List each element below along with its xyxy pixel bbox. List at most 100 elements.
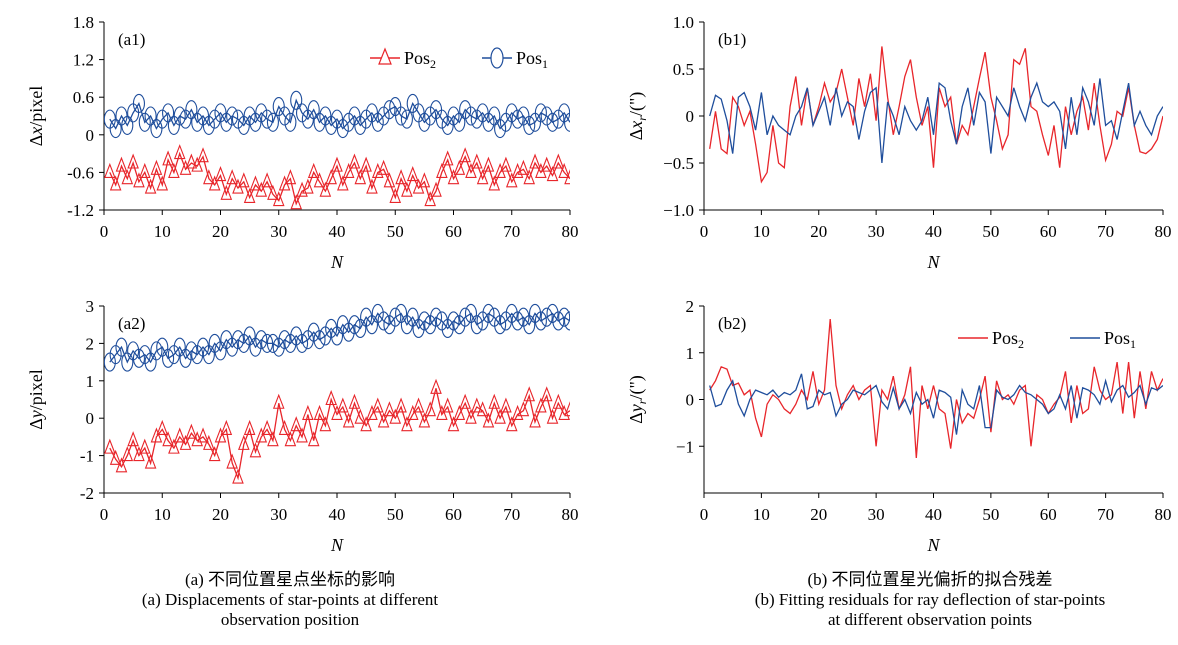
- x-tick-label: 0: [700, 222, 709, 241]
- data-point-circle: [231, 109, 245, 129]
- series-line-pos2: [709, 46, 1163, 184]
- data-point-circle: [558, 307, 570, 327]
- x-axis-label: N: [926, 252, 940, 272]
- data-point-circle: [261, 333, 274, 353]
- data-point-circle: [226, 106, 239, 126]
- data-point-circle: [243, 106, 256, 126]
- data-point-triangle: [360, 416, 372, 432]
- data-point-triangle: [203, 434, 215, 450]
- data-point-triangle: [424, 191, 437, 207]
- data-point-triangle: [267, 184, 279, 200]
- data-point-triangle: [430, 378, 442, 394]
- data-point-circle: [447, 311, 460, 331]
- data-point-triangle: [319, 181, 332, 197]
- data-point-triangle: [290, 416, 303, 432]
- x-tick-label: 80: [562, 505, 579, 524]
- y-tick-label: 0: [86, 409, 95, 428]
- data-point-triangle: [505, 416, 518, 432]
- data-point-triangle: [488, 175, 501, 191]
- x-tick-label: 0: [100, 222, 109, 241]
- data-point-circle: [173, 106, 186, 126]
- data-point-triangle: [307, 431, 320, 447]
- data-point-triangle: [290, 194, 303, 210]
- data-point-triangle: [488, 393, 501, 409]
- y-tick-label: 0: [686, 391, 695, 410]
- series-line-pos1: [709, 373, 1163, 435]
- data-point-triangle: [348, 393, 361, 409]
- data-point-circle: [470, 315, 483, 335]
- data-point-circle: [342, 112, 355, 132]
- data-point-circle: [354, 115, 367, 135]
- data-point-triangle: [465, 408, 477, 424]
- legend: Pos2 Pos1: [958, 328, 1136, 351]
- data-point-triangle: [552, 153, 565, 169]
- data-point-triangle: [109, 175, 122, 191]
- data-point-triangle: [179, 434, 192, 450]
- data-point-circle: [389, 307, 402, 327]
- series-pos1: [709, 78, 1163, 164]
- data-point-triangle: [138, 438, 151, 454]
- data-point-triangle: [208, 446, 221, 462]
- data-point-triangle: [226, 169, 238, 185]
- data-point-triangle: [249, 175, 262, 191]
- x-tick-label: 10: [753, 505, 770, 524]
- data-point-triangle: [197, 427, 209, 443]
- data-point-triangle: [307, 162, 320, 178]
- data-point-triangle: [395, 169, 407, 185]
- data-point-triangle: [214, 166, 227, 182]
- y-tick-label: 1: [686, 344, 695, 363]
- data-point-triangle: [348, 153, 361, 169]
- x-tick-label: 60: [445, 505, 462, 524]
- series-line-pos2: [109, 151, 570, 206]
- x-tick-label: 30: [868, 222, 885, 241]
- legend: Pos2 Pos1: [370, 47, 548, 71]
- data-point-circle: [325, 115, 338, 135]
- data-point-triangle: [127, 431, 139, 447]
- data-point-circle: [336, 118, 349, 139]
- data-point-triangle: [173, 427, 186, 443]
- series-pos2: [104, 378, 570, 484]
- data-point-circle: [138, 112, 151, 132]
- data-point-triangle: [156, 419, 169, 435]
- data-point-triangle: [267, 431, 279, 447]
- data-point-circle: [307, 100, 320, 120]
- data-point-circle: [115, 337, 128, 357]
- data-point-circle: [132, 348, 145, 368]
- data-point-circle: [459, 307, 472, 327]
- data-point-triangle: [150, 427, 163, 443]
- data-point-circle: [162, 348, 175, 368]
- data-point-triangle: [441, 397, 454, 413]
- data-point-circle: [482, 303, 495, 324]
- data-point-triangle: [476, 401, 489, 417]
- data-point-triangle: [319, 416, 332, 432]
- data-point-triangle: [401, 416, 413, 432]
- data-point-triangle: [133, 446, 145, 462]
- data-point-triangle: [296, 427, 308, 443]
- caption-a-chinese: (a) 不同位置星点坐标的影响: [184, 570, 396, 589]
- data-point-triangle: [377, 412, 390, 428]
- data-point-triangle: [476, 169, 489, 185]
- data-point-triangle: [232, 468, 244, 484]
- data-point-circle: [284, 112, 297, 132]
- data-point-triangle: [406, 404, 419, 421]
- data-point-circle: [121, 115, 134, 135]
- data-point-circle: [371, 112, 384, 132]
- data-point-circle: [464, 106, 478, 126]
- data-point-triangle: [436, 162, 448, 178]
- data-point-triangle: [511, 404, 524, 421]
- legend-marker-circle: [490, 47, 504, 69]
- y-tick-label: 0.6: [73, 88, 94, 107]
- data-point-circle: [261, 109, 274, 129]
- caption-b-english-line1: (b) Fitting residuals for ray deflection…: [754, 590, 1106, 609]
- data-point-circle: [278, 330, 291, 350]
- data-point-circle: [295, 103, 309, 123]
- data-point-triangle: [156, 175, 169, 191]
- data-point-circle: [360, 109, 373, 129]
- series-pos2: [104, 144, 570, 210]
- y-tick-label: 1.0: [673, 13, 694, 32]
- data-point-circle: [488, 106, 501, 126]
- x-tick-label: 40: [329, 222, 346, 241]
- data-point-triangle: [424, 401, 437, 417]
- data-point-triangle: [261, 419, 273, 435]
- data-point-triangle: [470, 153, 483, 169]
